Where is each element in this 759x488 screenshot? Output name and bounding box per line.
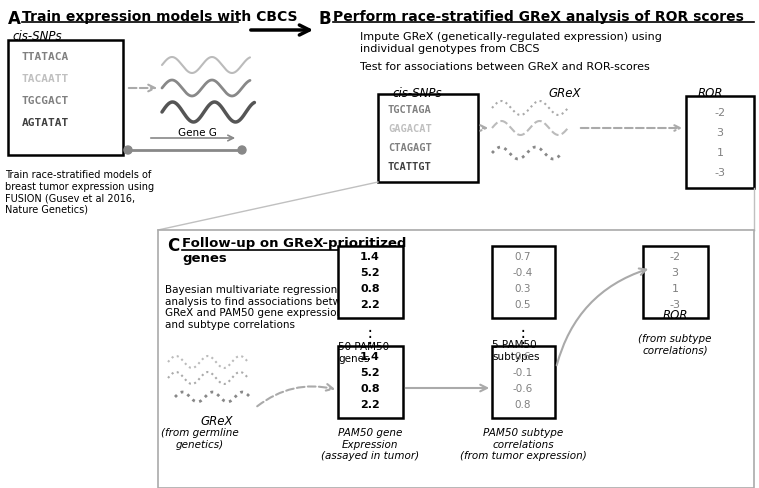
Text: 2.2: 2.2 <box>360 300 380 310</box>
Text: -2: -2 <box>669 252 681 262</box>
Text: Impute GReX (genetically-regulated expression) using
individual genotypes from C: Impute GReX (genetically-regulated expre… <box>360 32 662 54</box>
Text: CTAGAGT: CTAGAGT <box>388 143 432 153</box>
Text: A: A <box>8 10 21 28</box>
Text: 1.4: 1.4 <box>360 252 380 262</box>
Text: -2: -2 <box>714 108 726 118</box>
FancyBboxPatch shape <box>378 94 478 182</box>
FancyBboxPatch shape <box>643 246 708 318</box>
Text: PAM50 gene
Expression
(assayed in tumor): PAM50 gene Expression (assayed in tumor) <box>321 428 419 461</box>
Text: 0.5: 0.5 <box>515 300 531 310</box>
Text: cis-SNPs: cis-SNPs <box>392 87 442 100</box>
FancyBboxPatch shape <box>338 346 403 418</box>
Text: C: C <box>167 237 179 255</box>
Text: TGCGACT: TGCGACT <box>22 96 69 106</box>
Text: Perform race-stratified GReX analysis of ROR scores: Perform race-stratified GReX analysis of… <box>333 10 744 24</box>
Text: PAM50 subtype
correlations
(from tumor expression): PAM50 subtype correlations (from tumor e… <box>460 428 587 461</box>
FancyBboxPatch shape <box>492 246 555 318</box>
Text: TTATACA: TTATACA <box>22 52 69 62</box>
Circle shape <box>238 146 246 154</box>
Text: -3: -3 <box>669 300 681 310</box>
Text: 1: 1 <box>672 284 679 294</box>
Text: Bayesian multivariate regression
analysis to find associations between
GReX and : Bayesian multivariate regression analysi… <box>165 285 361 330</box>
Text: (from subtype
correlations): (from subtype correlations) <box>638 322 712 355</box>
FancyBboxPatch shape <box>492 346 555 418</box>
Text: (from germline
genetics): (from germline genetics) <box>161 428 239 449</box>
Text: GAGACAT: GAGACAT <box>388 124 432 134</box>
Text: 5.2: 5.2 <box>361 368 380 378</box>
Text: Test for associations between GReX and ROR-scores: Test for associations between GReX and R… <box>360 62 650 72</box>
FancyBboxPatch shape <box>8 40 123 155</box>
Text: Follow-up on GReX-prioritized
genes: Follow-up on GReX-prioritized genes <box>182 237 406 265</box>
Text: -0.1: -0.1 <box>513 368 533 378</box>
Text: B: B <box>318 10 331 28</box>
Text: -3: -3 <box>714 168 726 178</box>
Text: 1: 1 <box>716 148 723 158</box>
FancyBboxPatch shape <box>686 96 754 188</box>
Text: -0.4: -0.4 <box>513 268 533 278</box>
Text: AGTATAT: AGTATAT <box>22 118 69 128</box>
Text: GReX: GReX <box>200 415 232 428</box>
Text: 50 PAM50
genes: 50 PAM50 genes <box>338 342 389 364</box>
FancyBboxPatch shape <box>338 246 403 318</box>
Text: 5 PAM50
subtypes: 5 PAM50 subtypes <box>492 340 540 362</box>
Text: ⋮: ⋮ <box>362 328 378 346</box>
Text: TACAATT: TACAATT <box>22 74 69 84</box>
Text: 1.4: 1.4 <box>360 352 380 362</box>
Text: cis-SNPs: cis-SNPs <box>12 30 61 43</box>
Text: ROR: ROR <box>663 309 688 322</box>
Text: 0.6: 0.6 <box>515 352 531 362</box>
Text: TGCTAGA: TGCTAGA <box>388 105 432 115</box>
Text: TCATTGT: TCATTGT <box>388 162 432 172</box>
Text: 3: 3 <box>716 128 723 138</box>
Circle shape <box>124 146 132 154</box>
Text: 2.2: 2.2 <box>360 400 380 410</box>
Text: 0.8: 0.8 <box>515 400 531 410</box>
Text: GReX: GReX <box>548 87 581 100</box>
Text: 3: 3 <box>672 268 679 278</box>
Text: ⋮: ⋮ <box>515 328 531 346</box>
FancyBboxPatch shape <box>158 230 754 488</box>
Text: 5.2: 5.2 <box>361 268 380 278</box>
Text: -0.6: -0.6 <box>513 384 533 394</box>
Text: 0.3: 0.3 <box>515 284 531 294</box>
Text: Gene G: Gene G <box>178 128 217 138</box>
Text: ROR: ROR <box>698 87 723 100</box>
Text: Train expression models with CBCS: Train expression models with CBCS <box>22 10 298 24</box>
Text: Train race-stratified models of
breast tumor expression using
FUSION (Gusev et a: Train race-stratified models of breast t… <box>5 170 154 215</box>
Text: 0.8: 0.8 <box>361 384 380 394</box>
Text: 0.8: 0.8 <box>361 284 380 294</box>
Text: 0.7: 0.7 <box>515 252 531 262</box>
